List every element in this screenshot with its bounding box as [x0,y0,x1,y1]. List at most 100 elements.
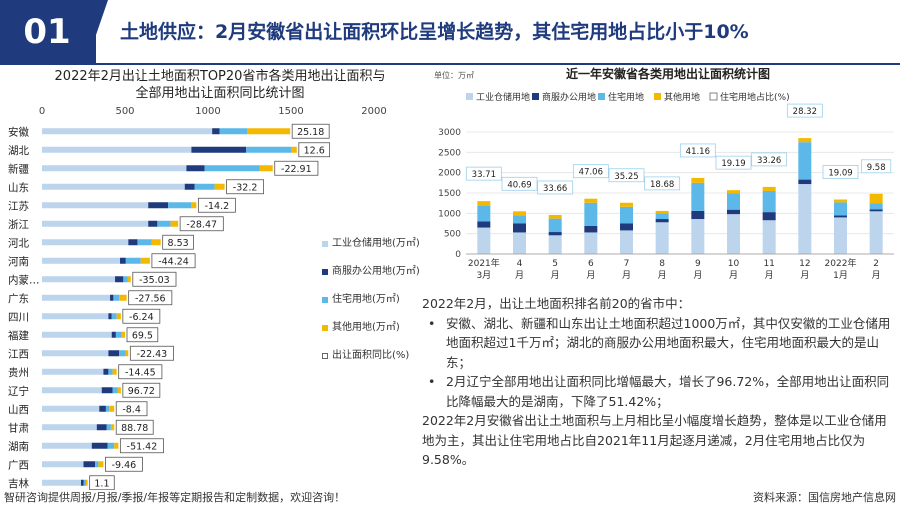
yoy-label-box [89,475,115,490]
yoy-label-box [298,142,331,158]
share-label-box [465,166,502,181]
yoy-label: -22.91 [281,164,312,175]
column-segment-other [513,211,526,216]
bar-segment-industrial [42,405,100,412]
x-tick-label: 月 [765,270,774,281]
legend-label-industrial: 工业仓储用地(万㎡) [332,238,420,249]
column-segment-other [798,138,812,143]
yoy-label-box [132,271,177,287]
bar-segment-industrial [42,128,213,135]
right-legend-label: 其他用地 [664,91,700,103]
bar-segment-industrial [42,220,149,227]
category-label: 辽宁 [8,384,29,397]
y-tick-label: 2500 [438,148,461,158]
column-segment-industrial [548,235,562,254]
legend-item-residential: 住宅用地(万㎡) [322,292,432,308]
column-segment-industrial [513,232,526,254]
column-segment-residential [548,218,562,233]
bar-segment-residential [115,331,122,338]
x-tick-label: 5 [552,259,558,269]
column-segment-residential [691,182,705,211]
share-label: 28.32 [793,107,817,117]
bar-segment-industrial [42,276,116,283]
yoy-label: -14.45 [125,367,156,378]
legend-swatch-residential [322,297,328,303]
category-label: 河北 [8,237,29,249]
legend-item-industrial: 工业仓储用地(万㎡) [322,236,432,252]
bar-segment-residential [246,146,291,153]
category-label: 河南 [8,255,29,268]
legend-item-commercial: 商服办公用地(万㎡) [322,264,432,280]
bar-segment-commercial [115,276,124,283]
bar-segment-commercial [83,461,96,468]
analysis-conclusion: 2022年2月安徽省出让土地面积与上月相比呈小幅度增长趋势，整体是以工业仓储用地… [422,413,887,467]
bar-segment-commercial [103,368,109,375]
column-segment-other [727,190,740,194]
section-number-cut [86,0,108,64]
category-label: 吉林 [8,477,29,490]
yoy-label: 1.1 [94,478,109,489]
bar-segment-commercial [148,220,158,227]
bar-segment-residential [119,350,126,357]
column-segment-residential [620,206,633,224]
column-segment-industrial [798,184,812,254]
yoy-label: 88.78 [121,423,148,434]
column-segment-industrial [834,217,847,254]
right-legend-swatch [654,93,661,100]
bar-segment-residential [108,368,113,375]
bar-segment-commercial [184,183,195,190]
column-segment-commercial [584,225,598,233]
category-label: 湖南 [8,440,29,453]
legend-item-other: 其他用地(万㎡) [322,320,432,336]
column-segment-other [584,198,598,203]
bar-segment-commercial [91,442,108,449]
category-label: 内蒙… [8,273,40,286]
column-segment-residential [727,193,740,210]
column-segment-industrial [620,230,633,254]
column-segment-commercial [548,232,562,236]
bar-segment-other [214,183,225,190]
column-segment-industrial [869,211,883,254]
bar-segment-residential [204,165,260,172]
bar-segment-industrial [42,165,187,172]
x-tick-label: 2000 [361,106,386,117]
column-segment-residential [762,190,776,213]
y-tick-label: 0 [455,250,461,260]
share-label-box [751,152,788,167]
bar-segment-other [114,442,119,449]
y-tick-label: 1500 [438,189,461,199]
bar-segment-other [170,220,179,227]
yoy-label: -9.46 [112,460,137,471]
x-tick-label: 10 [728,259,740,269]
column-segment-commercial [655,219,669,223]
yoy-label: -8.4 [122,404,141,415]
bar-segment-industrial [42,202,149,209]
bar-segment-commercial [110,294,114,301]
column-segment-industrial [762,220,776,254]
footer-note: 智研咨询提供周报/月报/季报/年报等定期报告和定制数据，欢迎咨询！ [4,491,346,504]
bar-segment-residential [106,424,111,431]
share-label-box [608,168,645,183]
yoy-label-box [115,401,148,417]
y-tick-label: 2000 [438,169,461,179]
legend-swatch-yoy [322,353,328,359]
analysis-bullet-1: 安徽、湖北、新疆和山东出让土地面积超过1000万㎡，其中仅安徽的工业仓储用地面积… [422,314,892,373]
bar-segment-commercial [186,165,205,172]
category-label: 广东 [8,292,29,305]
column-segment-commercial [798,179,812,185]
bar-segment-residential [95,461,99,468]
category-label: 贵州 [8,366,29,379]
bar-segment-industrial [42,479,82,486]
x-tick-label: 8 [659,259,665,269]
column-segment-commercial [691,210,705,220]
column-segment-other [477,201,491,206]
yoy-label: 96.72 [128,386,155,397]
section-number: 01 [23,12,71,52]
column-segment-residential [655,213,669,220]
column-segment-commercial [762,212,776,221]
bar-segment-other [119,294,127,301]
column-segment-industrial [655,222,669,254]
yoy-label-box [105,456,143,472]
bar-segment-other [127,276,131,283]
